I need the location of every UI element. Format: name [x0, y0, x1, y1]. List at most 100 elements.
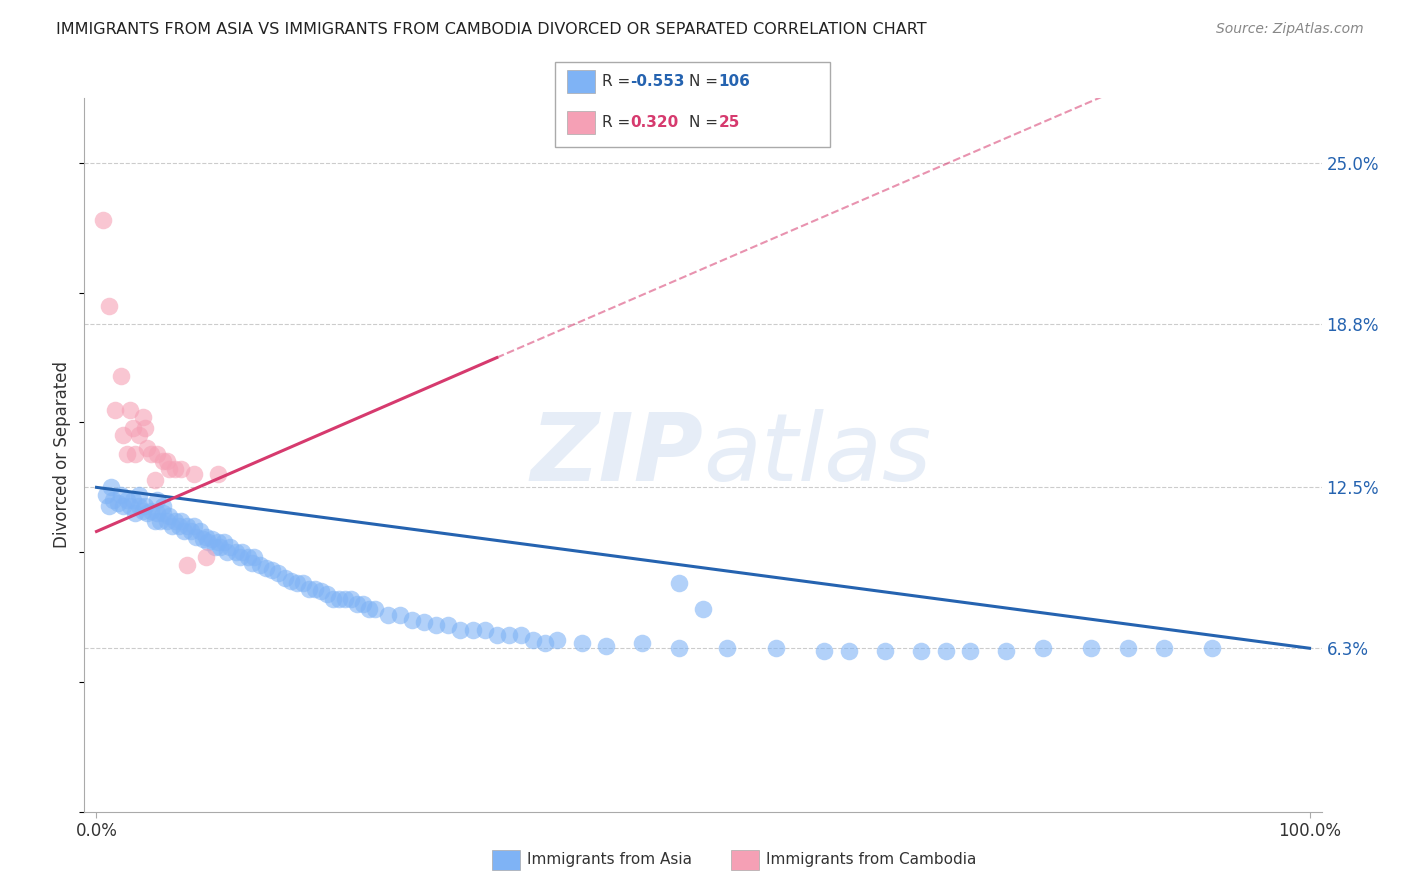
Point	[165, 462, 187, 476]
Text: R =: R =	[602, 115, 636, 129]
Point	[157, 508, 180, 523]
Point	[170, 462, 193, 476]
Point	[474, 623, 496, 637]
Point	[201, 533, 224, 547]
Point	[212, 534, 235, 549]
Point	[165, 514, 187, 528]
Point	[291, 576, 314, 591]
Point	[328, 591, 350, 606]
Point	[100, 480, 122, 494]
Point	[285, 576, 308, 591]
Point	[194, 530, 217, 544]
Point	[134, 420, 156, 434]
Point	[461, 623, 484, 637]
Point	[510, 628, 533, 642]
Point	[131, 410, 153, 425]
Point	[316, 587, 339, 601]
Point	[333, 591, 356, 606]
Point	[304, 582, 326, 596]
Point	[146, 493, 169, 508]
Point	[207, 534, 229, 549]
Point	[401, 613, 423, 627]
Text: Source: ZipAtlas.com: Source: ZipAtlas.com	[1216, 22, 1364, 37]
Point	[209, 540, 232, 554]
Point	[146, 506, 169, 520]
Point	[631, 636, 654, 650]
Point	[668, 576, 690, 591]
Point	[193, 533, 215, 547]
Point	[280, 574, 302, 588]
Point	[167, 519, 190, 533]
Point	[204, 540, 226, 554]
Point	[236, 550, 259, 565]
Text: 25: 25	[718, 115, 740, 129]
Point	[152, 506, 174, 520]
Point	[183, 467, 205, 482]
Point	[298, 582, 321, 596]
Point	[309, 584, 332, 599]
Point	[485, 628, 508, 642]
Point	[176, 519, 198, 533]
Point	[262, 563, 284, 577]
Point	[546, 633, 568, 648]
Point	[128, 488, 150, 502]
Point	[115, 447, 138, 461]
Point	[1116, 641, 1139, 656]
Point	[128, 499, 150, 513]
Point	[156, 514, 179, 528]
Point	[437, 618, 460, 632]
Point	[207, 467, 229, 482]
Text: N =: N =	[689, 115, 723, 129]
Point	[176, 558, 198, 573]
Text: N =: N =	[689, 74, 723, 88]
Point	[136, 442, 159, 456]
Text: Immigrants from Cambodia: Immigrants from Cambodia	[766, 853, 977, 867]
Point	[122, 493, 145, 508]
Point	[498, 628, 520, 642]
Point	[128, 428, 150, 442]
Point	[122, 420, 145, 434]
Point	[97, 299, 120, 313]
Point	[1153, 641, 1175, 656]
Point	[143, 514, 166, 528]
Point	[935, 644, 957, 658]
Point	[120, 402, 142, 417]
Point	[194, 550, 217, 565]
Point	[197, 534, 219, 549]
Text: ZIP: ZIP	[530, 409, 703, 501]
Point	[97, 499, 120, 513]
Text: 106: 106	[718, 74, 751, 88]
Point	[231, 545, 253, 559]
Text: 0.320: 0.320	[630, 115, 678, 129]
Point	[1201, 641, 1223, 656]
Point	[346, 597, 368, 611]
Point	[388, 607, 411, 622]
Point	[188, 524, 211, 539]
Point	[107, 496, 129, 510]
Point	[143, 473, 166, 487]
Point	[873, 644, 896, 658]
Point	[359, 602, 381, 616]
Text: IMMIGRANTS FROM ASIA VS IMMIGRANTS FROM CAMBODIA DIVORCED OR SEPARATED CORRELATI: IMMIGRANTS FROM ASIA VS IMMIGRANTS FROM …	[56, 22, 927, 37]
Point	[139, 447, 162, 461]
Point	[219, 540, 242, 554]
Point	[91, 213, 114, 227]
Point	[692, 602, 714, 616]
Point	[170, 514, 193, 528]
Point	[595, 639, 617, 653]
Point	[225, 545, 247, 559]
Point	[152, 499, 174, 513]
Point	[716, 641, 738, 656]
Point	[112, 499, 135, 513]
Point	[364, 602, 387, 616]
Point	[104, 402, 127, 417]
Point	[173, 524, 195, 539]
Point	[183, 519, 205, 533]
Point	[136, 506, 159, 520]
Point	[449, 623, 471, 637]
Point	[134, 499, 156, 513]
Point	[146, 447, 169, 461]
Text: R =: R =	[602, 74, 636, 88]
Point	[124, 506, 146, 520]
Point	[131, 504, 153, 518]
